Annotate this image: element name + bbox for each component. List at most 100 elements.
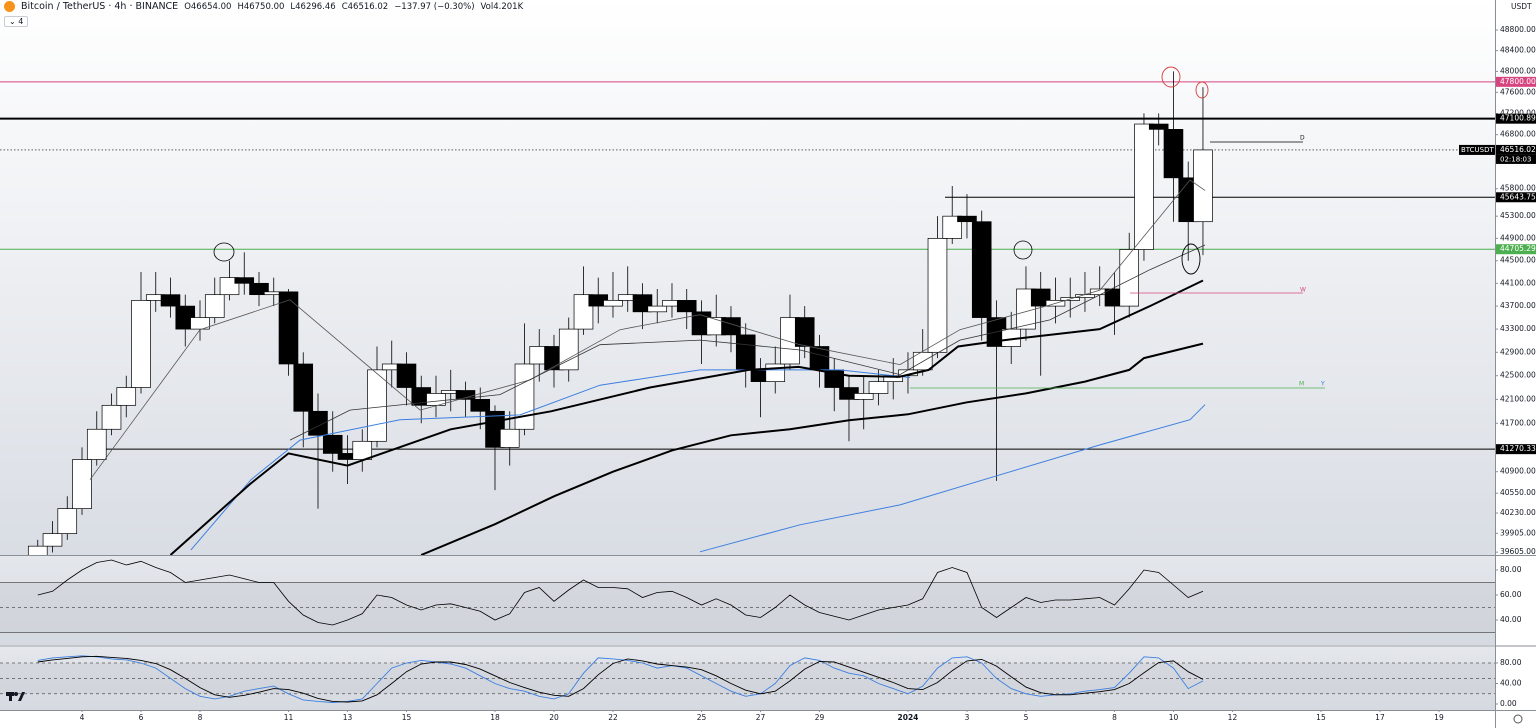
y-tick-label: 44100.00 xyxy=(1500,278,1536,287)
candle-body xyxy=(957,215,977,223)
y-tick-label: 43300.00 xyxy=(1500,324,1536,333)
stoch-plot xyxy=(0,655,1495,703)
price-tag-label: 47800.00 xyxy=(1500,77,1536,86)
y-tick-label: 80.00 xyxy=(1500,565,1522,574)
y-tick-label: 41700.00 xyxy=(1500,418,1536,427)
moving-average xyxy=(169,279,1204,555)
x-tick-label: 8 xyxy=(198,713,203,722)
x-tick-label: 11 xyxy=(284,713,294,722)
y-tick-label: 47600.00 xyxy=(1500,87,1536,96)
price-plot xyxy=(0,71,1495,555)
candle-body xyxy=(676,300,697,313)
x-tick-label: 17 xyxy=(1375,713,1385,722)
x-tick-label: 15 xyxy=(1316,713,1326,722)
candle-body xyxy=(308,410,328,436)
candle-body xyxy=(57,508,78,534)
y-tick-label: 40900.00 xyxy=(1500,467,1536,476)
x-tick-label: 4 xyxy=(80,713,85,722)
candle-body xyxy=(234,277,255,284)
drawing-label: W xyxy=(1300,287,1306,294)
y-tick-label: 47200.00 xyxy=(1500,108,1536,117)
candle-body xyxy=(116,387,137,406)
candle-body xyxy=(942,215,963,239)
candle-body xyxy=(573,294,594,330)
y-tick-label: 42900.00 xyxy=(1500,347,1536,356)
candle-body xyxy=(219,277,240,296)
annotations: D W M Y xyxy=(6,66,1523,724)
candle-body xyxy=(1163,129,1184,179)
y-tick-label: 45300.00 xyxy=(1500,211,1536,220)
indicator-toggle[interactable]: ⌄ 4 xyxy=(4,16,29,27)
x-tick-label: 18 xyxy=(490,713,500,722)
candle-body xyxy=(765,363,786,382)
y-tick-label: 40.00 xyxy=(1500,615,1522,624)
countdown-label: 02:18:03 xyxy=(1500,155,1531,163)
x-tick-label: 29 xyxy=(815,713,825,722)
candle-body xyxy=(131,300,151,388)
candle-body xyxy=(278,291,299,365)
drawing-label: M xyxy=(1299,381,1304,388)
legend-value: L46296.46 xyxy=(290,1,336,12)
circle-annotation xyxy=(1161,66,1181,88)
y-tick-label: 39605.00 xyxy=(1500,547,1536,556)
x-tick-label: 2024 xyxy=(898,713,919,722)
circle-annotation xyxy=(1013,240,1033,260)
candle-body xyxy=(499,428,520,448)
coin-icon xyxy=(4,1,15,12)
legend-value: H46750.00 xyxy=(237,1,285,12)
circle-annotation xyxy=(1195,81,1209,99)
candle-body xyxy=(868,381,889,394)
candle-body xyxy=(293,363,314,412)
stoch-line xyxy=(37,655,1204,703)
candle-body xyxy=(249,282,269,296)
logo xyxy=(9,692,12,701)
candle-body xyxy=(721,317,741,336)
candle-body xyxy=(160,294,181,307)
y-tick-label: 60.00 xyxy=(1500,590,1522,599)
candle-body xyxy=(352,440,373,460)
x-tick-label: 19 xyxy=(1434,713,1444,722)
drawing-label: Y xyxy=(1320,381,1325,388)
y-tick-label: 48000.00 xyxy=(1500,66,1536,75)
candle-body xyxy=(632,294,653,313)
candle-body xyxy=(1119,249,1140,307)
legend-value: O46654.00 xyxy=(184,1,232,12)
settings-icon[interactable] xyxy=(1513,714,1523,724)
candle-body xyxy=(647,305,668,313)
x-tick-label: 27 xyxy=(756,713,766,722)
candle-body xyxy=(1148,123,1169,130)
candle-body xyxy=(204,294,225,318)
x-tick-label: 8 xyxy=(1112,713,1117,722)
symbol-title: Bitcoin / TetherUS · 4h · BINANCE xyxy=(21,1,179,12)
legend-value: Vol4.201K xyxy=(480,1,524,12)
x-tick-label: 3 xyxy=(965,713,970,722)
rsi-line xyxy=(37,559,1204,626)
symbol-header: Bitcoin / TetherUS · 4h · BINANCE O46654… xyxy=(4,1,523,12)
price-tag xyxy=(1496,244,1536,255)
stoch-line xyxy=(37,655,1204,703)
logo xyxy=(14,692,18,696)
rsi-plot xyxy=(0,559,1495,633)
y-tick-label: 0.00 xyxy=(1500,699,1517,708)
candle-body xyxy=(101,404,122,430)
y-tick-label: 43700.00 xyxy=(1500,301,1536,310)
legend-value: −137.97 (−0.30%) xyxy=(394,1,475,12)
currency-label: USDT xyxy=(1511,2,1532,11)
moving-average xyxy=(699,404,1206,553)
price-tag-label: 44705.29 xyxy=(1500,244,1536,253)
y-tick-label: 48400.00 xyxy=(1500,46,1536,55)
y-tick-label: 44500.00 xyxy=(1500,256,1536,265)
price-tag xyxy=(1496,144,1536,155)
logo xyxy=(18,692,25,701)
moving-average xyxy=(190,369,911,551)
y-tick-label: 42100.00 xyxy=(1500,394,1536,403)
price-tag xyxy=(1496,76,1536,87)
x-tick-label: 12 xyxy=(1228,713,1238,722)
countdown-tag xyxy=(1496,154,1536,164)
price-tag-label: 47100.89 xyxy=(1500,114,1536,123)
x-tick-label: 22 xyxy=(608,713,618,722)
price-tag xyxy=(1496,192,1536,203)
legend-value: C46516.02 xyxy=(341,1,389,12)
candle-body xyxy=(1134,123,1154,250)
